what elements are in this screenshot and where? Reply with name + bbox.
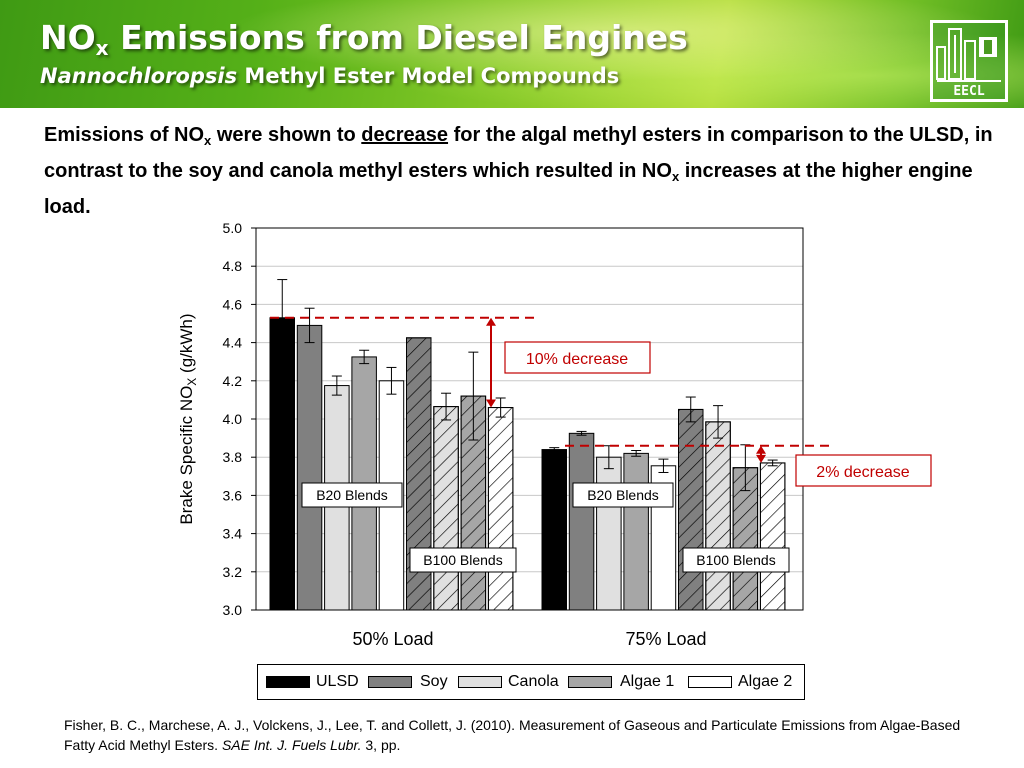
group-label-box: [409, 547, 517, 573]
legend-label-algae-2: Algae 2: [738, 673, 793, 690]
y-tick-label: 5.0: [223, 220, 243, 236]
summary-paragraph: Emissions of NOx were shown to decrease …: [44, 120, 1004, 222]
y-tick-label: 3.4: [223, 526, 243, 542]
slide-subtitle: Nannochloropsis Methyl Ester Model Compo…: [40, 64, 619, 88]
bar-ulsd-b20: [541, 449, 567, 611]
y-axis-ticks: 3.0 3.2 3.4 3.6 3.8 4.0 4.2 4.4 4.6 4.8 5.0: [223, 220, 256, 618]
subtitle-rest: Methyl Ester Model Compounds: [237, 64, 620, 88]
summary-underlined: decrease: [361, 124, 449, 146]
y-tick-label: 3.6: [223, 487, 243, 503]
legend-swatch-soy: [368, 676, 412, 688]
decrease-annotations: 10% decrease 2% decrease: [270, 316, 932, 487]
citation: Fisher, B. C., Marchese, A. J., Volckens…: [64, 715, 964, 755]
bar-soy-b20: [568, 432, 595, 611]
citation-text: Fisher, B. C., Marchese, A. J., Volckens…: [64, 717, 961, 753]
group-label: B100 Blends: [423, 552, 502, 568]
citation-volume: 3, pp.: [361, 737, 401, 753]
title-subscript: x: [95, 36, 109, 60]
bar-hatch-overlay: [705, 421, 731, 611]
title-rest: Emissions from Diesel Engines: [108, 18, 688, 57]
group-label: B100 Blends: [696, 552, 775, 568]
summary-text-3: for the algal methyl esters in compariso…: [44, 124, 993, 182]
bar-hatch-overlay: [678, 408, 704, 611]
slide-title: NOx Emissions from Diesel Engines: [40, 18, 688, 60]
legend-label-canola: Canola: [508, 673, 559, 690]
title-main: NO: [40, 18, 96, 57]
eecl-logo-icon: EECL: [936, 28, 1001, 99]
legend-label-algae-1: Algae 1: [620, 673, 675, 690]
annotation-box-2pct: [795, 454, 932, 487]
blend-group-labels: B20 Blends B100 Blends B20 Blends B100 Blen…: [301, 482, 790, 573]
bar-algae-1-b20: [623, 452, 649, 611]
summary-sub-2: x: [671, 169, 680, 184]
annotation-10pct: 10% decrease: [526, 351, 628, 368]
x-category-label: 75% Load: [625, 629, 706, 649]
nox-bar-chart: 3.0 3.2 3.4 3.6 3.8 4.0 4.2 4.4 4.6 4.8 5.0 Brake …: [177, 220, 932, 649]
y-tick-label: 4.4: [223, 335, 243, 351]
bar-hatch-overlay: [732, 467, 759, 611]
y-axis-label: Brake Specific NOX (g/kWh): [177, 313, 199, 524]
y-tick-label: 4.6: [223, 296, 243, 312]
bar-hatch-overlay: [759, 462, 786, 611]
legend-swatch-algae-2: [688, 676, 732, 688]
arrow-10pct-head-top: [486, 317, 496, 326]
annotation-box-10pct: [504, 341, 651, 374]
annotation-2pct: 2% decrease: [816, 464, 909, 481]
y-tick-label: 3.2: [223, 564, 243, 580]
bar-ulsd-b20: [269, 317, 295, 611]
bar-canola-b20: [596, 456, 622, 611]
y-tick-label: 4.2: [223, 373, 243, 389]
group-label-box: [572, 482, 674, 508]
arrow-2pct-head-top: [756, 445, 766, 454]
eecl-logo: EECL: [930, 20, 1008, 102]
group-label: B20 Blends: [587, 487, 659, 503]
chart-legend: ULSD Soy Canola Algae 1 Algae 2: [257, 664, 805, 700]
y-tick-label: 4.0: [223, 411, 243, 427]
bar-hatch-overlay: [487, 407, 514, 611]
legend-swatch-ulsd: [266, 676, 310, 688]
legend-swatch-algae-1: [568, 676, 612, 688]
x-axis-categories: 50% Load 75% Load: [352, 629, 706, 649]
legend-label-ulsd: ULSD: [316, 673, 359, 690]
summary-text-1: Emissions of NO: [44, 124, 205, 146]
group-label-box: [682, 547, 790, 573]
x-category-label: 50% Load: [352, 629, 433, 649]
arrow-10pct-head-bottom: [486, 399, 496, 408]
summary-text-4: increases at the higher engine load.: [44, 160, 973, 218]
legend-swatch-canola: [458, 676, 502, 688]
y-tick-label: 3.0: [223, 602, 243, 618]
group-label-box: [301, 482, 403, 508]
logo-text: EECL: [953, 84, 984, 99]
y-tick-label: 4.8: [223, 258, 243, 274]
bar-soy-b20: [296, 324, 323, 611]
summary-text-2: were shown to: [211, 124, 362, 146]
bar-hatch-overlay: [433, 406, 459, 611]
citation-journal: SAE Int. J. Fuels Lubr.: [221, 737, 362, 753]
title-banner: NOx Emissions from Diesel Engines Nannoc…: [0, 0, 1024, 108]
summary-sub-1: x: [204, 133, 212, 148]
y-tick-label: 3.8: [223, 449, 243, 465]
arrow-2pct-head-bottom: [756, 454, 766, 463]
bar-series: [269, 317, 786, 611]
legend-label-soy: Soy: [420, 673, 448, 690]
group-label: B20 Blends: [316, 487, 388, 503]
subtitle-italic: Nannochloropsis: [40, 64, 238, 88]
